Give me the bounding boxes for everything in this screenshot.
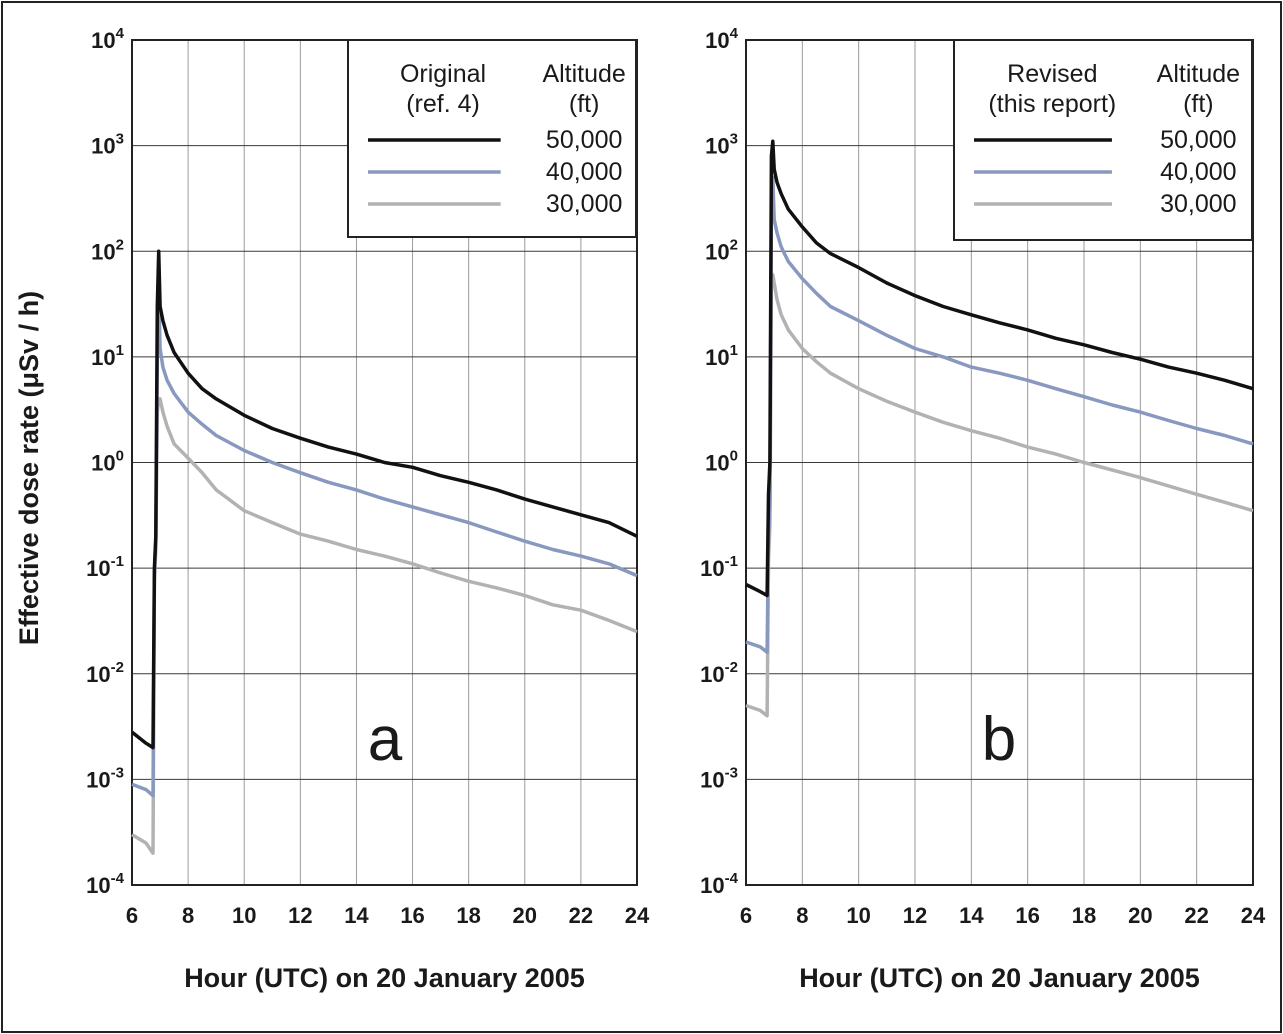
legend-entry-label: 50,000	[546, 126, 622, 154]
legend-title-left: Revised	[1007, 60, 1097, 88]
x-tick-label: 22	[1184, 903, 1208, 928]
y-tick-label: 103	[705, 131, 738, 159]
panel-letter: b	[982, 705, 1016, 774]
x-tick-label: 24	[625, 903, 650, 928]
legend-entry-label: 30,000	[1160, 190, 1236, 218]
legend-title-left: (ref. 4)	[406, 90, 480, 118]
x-tick-label: 20	[1128, 903, 1152, 928]
series-line-50000	[130, 249, 638, 750]
legend-entry-label: 50,000	[1160, 126, 1236, 154]
y-tick-label: 100	[91, 448, 124, 476]
y-tick-label: 104	[705, 25, 738, 53]
y-tick-label: 100	[705, 448, 738, 476]
x-tick-label: 10	[846, 903, 870, 928]
x-tick-label: 14	[344, 903, 369, 928]
y-tick-label: 10-2	[700, 659, 738, 687]
x-axis-label: Hour (UTC) on 20 January 2005	[799, 963, 1200, 993]
x-tick-label: 12	[903, 903, 927, 928]
x-axis-label: Hour (UTC) on 20 January 2005	[184, 963, 585, 993]
legend-entry-label: 40,000	[1160, 158, 1236, 186]
y-tick-label: 10-1	[86, 553, 124, 581]
legend-entry-label: 40,000	[546, 158, 622, 186]
y-tick-label: 102	[91, 236, 124, 264]
legend-title-left: Original	[400, 60, 486, 88]
y-tick-label: 10-4	[700, 870, 738, 898]
y-tick-label: 103	[91, 131, 124, 159]
y-tick-label: 10-3	[700, 764, 738, 792]
legend-title-right: Altitude	[1157, 60, 1240, 88]
y-axis-label: Effective dose rate (μSv / h)	[14, 291, 44, 645]
y-tick-label: 10-2	[86, 659, 124, 687]
legend-entry-label: 30,000	[546, 190, 622, 218]
x-tick-label: 16	[400, 903, 424, 928]
y-tick-label: 104	[91, 25, 124, 53]
panel-letter: a	[368, 705, 403, 774]
x-tick-label: 6	[740, 903, 752, 928]
x-tick-label: 16	[1015, 903, 1039, 928]
x-tick-label: 12	[288, 903, 312, 928]
x-tick-label: 24	[1241, 903, 1266, 928]
legend-title-right: (ft)	[569, 90, 600, 118]
panel-a-chart: 6 8 10 12 14 16 18 20 22 24 10-4 10-3 10-2 10-1 100 101…	[86, 25, 650, 993]
x-tick-label: 8	[182, 903, 194, 928]
legend-title-right: (ft)	[1183, 90, 1214, 118]
y-tick-label: 101	[705, 342, 738, 370]
x-tick-label: 18	[456, 903, 480, 928]
y-tick-label: 10-3	[86, 764, 124, 792]
x-tick-label: 14	[959, 903, 984, 928]
x-tick-label: 22	[569, 903, 593, 928]
series-line-50000	[745, 139, 1254, 598]
y-tick-label: 10-1	[700, 553, 738, 581]
y-tick-label: 102	[705, 236, 738, 264]
x-tick-label: 20	[513, 903, 537, 928]
y-tick-label: 101	[91, 342, 124, 370]
x-tick-label: 8	[796, 903, 808, 928]
legend-title-right: Altitude	[542, 60, 625, 88]
y-tick-label: 10-4	[86, 870, 124, 898]
panel-b-chart: 6 8 10 12 14 16 18 20 22 24 10-4 10-3 10-2 10-1 100 101…	[700, 25, 1266, 993]
x-tick-label: 6	[126, 903, 138, 928]
x-tick-label: 10	[232, 903, 256, 928]
x-tick-label: 18	[1072, 903, 1096, 928]
legend-title-left: (this report)	[988, 90, 1116, 118]
